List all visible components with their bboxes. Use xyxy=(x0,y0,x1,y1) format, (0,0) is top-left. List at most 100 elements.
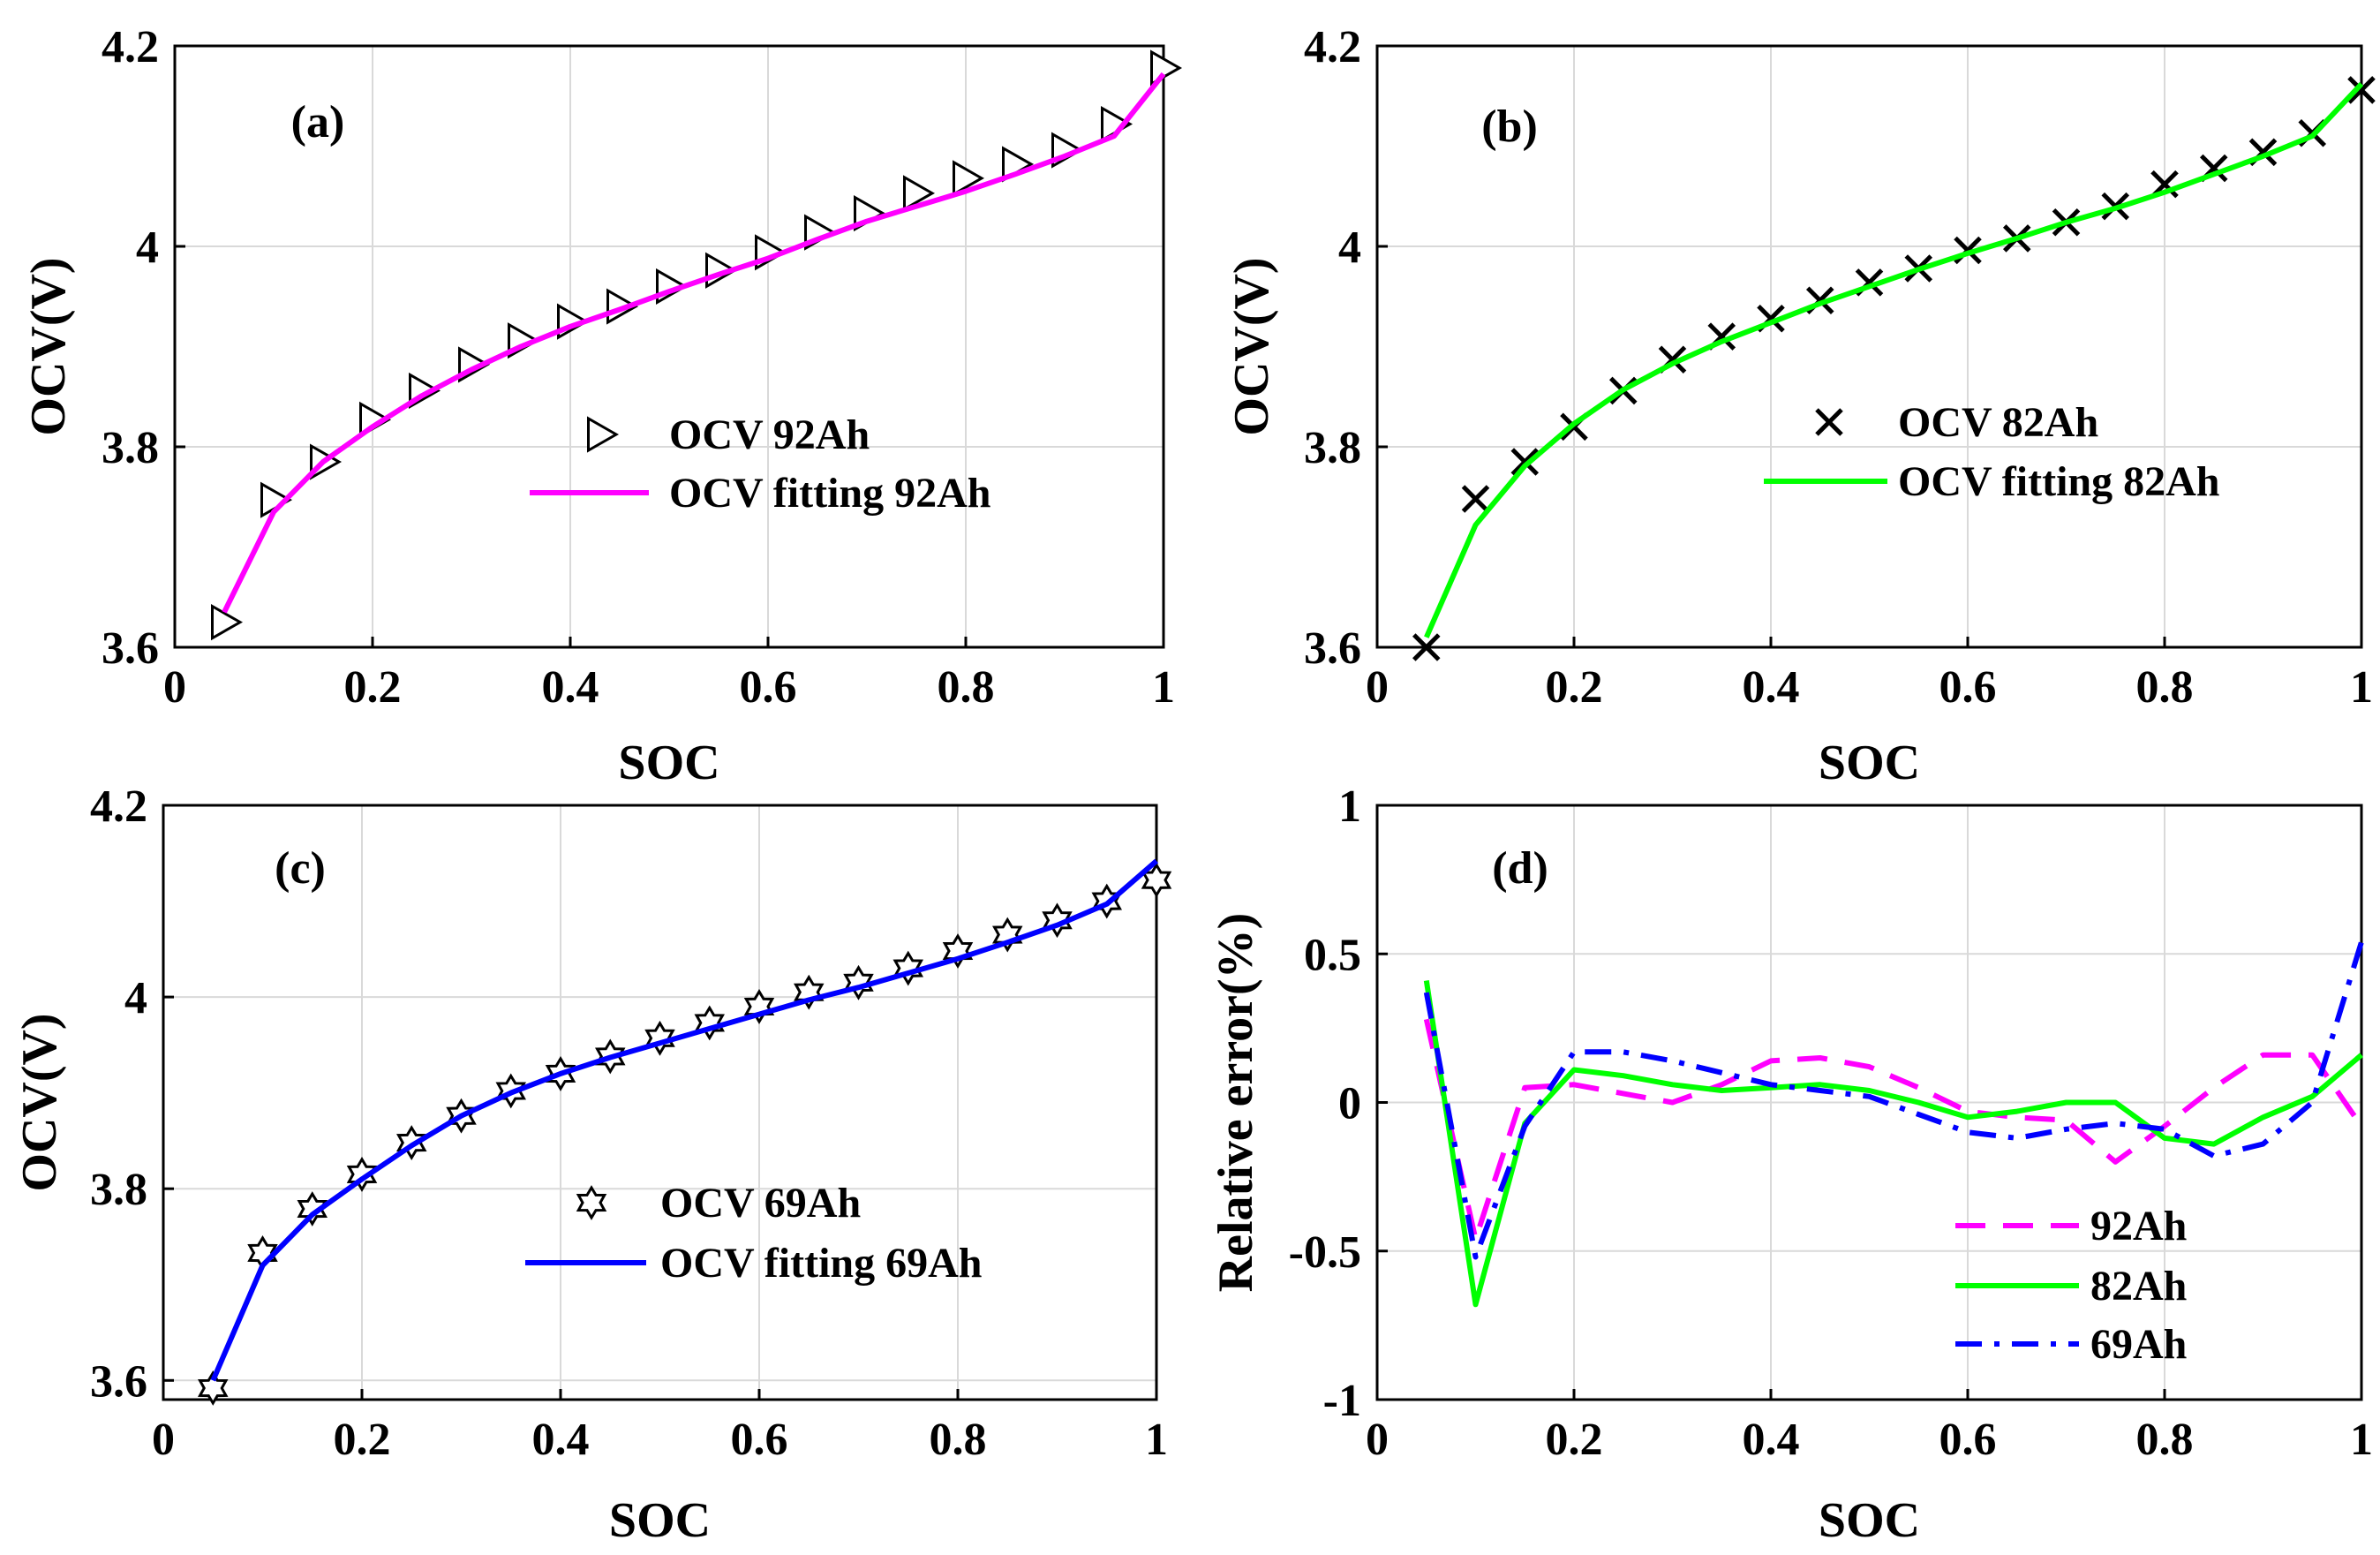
legend-entry: OCV 69Ah xyxy=(660,1180,861,1227)
x-tick-label: 0.2 xyxy=(334,1415,391,1465)
legend-entry: OCV fitting 69Ah xyxy=(660,1240,982,1287)
axes-frame xyxy=(173,44,1165,649)
grid xyxy=(163,805,1156,1400)
x-tick-label: 1 xyxy=(1152,662,1175,713)
series-line xyxy=(1424,82,2364,638)
y-tick-label: 4 xyxy=(124,973,147,1023)
data-point xyxy=(1150,49,1183,87)
data-point xyxy=(211,604,244,641)
series-line xyxy=(1423,980,2363,1308)
x-tick-label: 0.2 xyxy=(1546,662,1603,713)
axes-frame xyxy=(162,804,1158,1401)
data-point xyxy=(1461,485,1490,513)
panel-a: 0 0.2 0.4 0.6 0.8 1 3.6 3.8 4 4.2 SOC OCV(V) (a) OCV … xyxy=(21,22,1183,790)
y-tick-label: 1 xyxy=(1338,781,1361,832)
x-tick-label: 0.4 xyxy=(1743,662,1800,713)
data-point xyxy=(297,1191,328,1227)
x-tick-label: 0.8 xyxy=(938,662,995,713)
legend: OCV 82Ah OCV fitting 82Ah xyxy=(1764,399,2219,505)
series-82ah xyxy=(1423,980,2363,1308)
y-tick-label: 4 xyxy=(1338,223,1361,273)
x-tick-label: 0 xyxy=(1366,662,1389,713)
legend: OCV 92Ah OCV fitting 92Ah xyxy=(530,411,990,517)
series-ocv-fitting-69ah xyxy=(210,858,1158,1382)
x-tick-label: 0.8 xyxy=(2136,662,2194,713)
y-tick-label: 3.8 xyxy=(90,1165,147,1215)
x-tick-label: 1 xyxy=(2350,662,2373,713)
legend-marker xyxy=(1815,408,1843,436)
axes-frame xyxy=(1375,44,2363,649)
legend-entry: OCV fitting 82Ah xyxy=(1898,458,2219,505)
y-tick-label: 4.2 xyxy=(102,22,159,72)
y-tick-label: 0 xyxy=(1338,1079,1361,1129)
y-tick-label: 3.6 xyxy=(90,1356,147,1407)
x-axis-label: SOC xyxy=(618,736,719,790)
legend-entry: 69Ah xyxy=(2090,1321,2187,1368)
legend-entry: 92Ah xyxy=(2090,1203,2187,1249)
panel-c: 0 0.2 0.4 0.6 0.8 1 3.6 3.8 4 4.2 SOC OCV(V) (c) OCV … xyxy=(12,781,1172,1548)
x-axis-label: SOC xyxy=(609,1493,711,1548)
y-tick-label: 3.8 xyxy=(1304,423,1361,473)
x-tick-label: 0.8 xyxy=(2136,1415,2194,1465)
y-tick-label: 3.6 xyxy=(102,623,159,674)
data-point xyxy=(1510,448,1540,476)
y-axis-label: OCV(V) xyxy=(21,257,76,435)
panel-label: (c) xyxy=(275,843,326,894)
data-point xyxy=(1412,633,1441,661)
series-ocv-82ah xyxy=(1412,76,2376,661)
series-92ah xyxy=(1423,1018,2364,1242)
x-tick-label: 0.4 xyxy=(1743,1415,1800,1465)
series-line xyxy=(1423,1018,2364,1242)
legend-entry: 82Ah xyxy=(2090,1263,2187,1310)
x-tick-label: 0 xyxy=(163,662,186,713)
panel-label: (d) xyxy=(1492,843,1548,894)
y-axis-label: OCV(V) xyxy=(12,1013,67,1191)
x-tick-label: 0.4 xyxy=(542,662,599,713)
legend-entry: OCV fitting 92Ah xyxy=(669,470,990,517)
data-point xyxy=(2347,76,2376,104)
x-tick-label: 0.6 xyxy=(1939,662,1997,713)
y-tick-label: -0.5 xyxy=(1289,1227,1361,1278)
series-69ah xyxy=(1423,940,2364,1260)
panel-label: (a) xyxy=(291,97,345,147)
x-tick-label: 0.6 xyxy=(1939,1415,1997,1465)
x-tick-label: 0 xyxy=(1366,1415,1389,1465)
grid xyxy=(175,46,1164,647)
panel-d: 0 0.2 0.4 0.6 0.8 1 -1 -0.5 0 0.5 1 SOC Relative err… xyxy=(1209,781,2373,1548)
panel-label: (b) xyxy=(1481,102,1538,152)
series-ocv-69ah xyxy=(198,862,1172,1406)
grid xyxy=(1377,805,2361,1400)
x-axis-label: SOC xyxy=(1819,736,1920,790)
y-tick-label: 4.2 xyxy=(1304,22,1361,72)
x-tick-label: 0.8 xyxy=(930,1415,987,1465)
series-ocv-fitting-92ah xyxy=(222,72,1166,614)
x-tick-label: 0 xyxy=(152,1415,175,1465)
series-line xyxy=(1423,940,2364,1260)
x-tick-label: 1 xyxy=(2350,1415,2373,1465)
y-tick-label: 4.2 xyxy=(90,781,147,832)
data-point xyxy=(198,1370,229,1406)
legend-entry: OCV 92Ah xyxy=(669,411,870,458)
legend-marker xyxy=(587,416,620,453)
x-axis-label: SOC xyxy=(1819,1493,1920,1548)
x-tick-label: 0.2 xyxy=(344,662,402,713)
series-line xyxy=(210,858,1158,1382)
y-tick-label: 3.8 xyxy=(102,423,159,473)
series-line xyxy=(222,72,1166,614)
y-tick-label: 4 xyxy=(136,223,159,273)
legend: 92Ah 82Ah 69Ah xyxy=(1955,1203,2187,1368)
legend-entry: OCV 82Ah xyxy=(1898,399,2098,446)
legend: OCV 69Ah OCV fitting 69Ah xyxy=(525,1180,982,1287)
x-tick-label: 0.6 xyxy=(731,1415,788,1465)
data-point xyxy=(903,175,936,212)
y-tick-label: -1 xyxy=(1323,1376,1361,1426)
y-tick-label: 0.5 xyxy=(1304,930,1361,980)
y-tick-label: 3.6 xyxy=(1304,623,1361,674)
x-tick-label: 0.4 xyxy=(532,1415,590,1465)
y-axis-label: OCV(V) xyxy=(1224,257,1279,435)
series-ocv-92ah xyxy=(211,49,1183,641)
series-ocv-fitting-82ah xyxy=(1424,82,2364,638)
legend-marker xyxy=(576,1185,607,1220)
y-axis-label: Relative error(%) xyxy=(1209,913,1263,1293)
